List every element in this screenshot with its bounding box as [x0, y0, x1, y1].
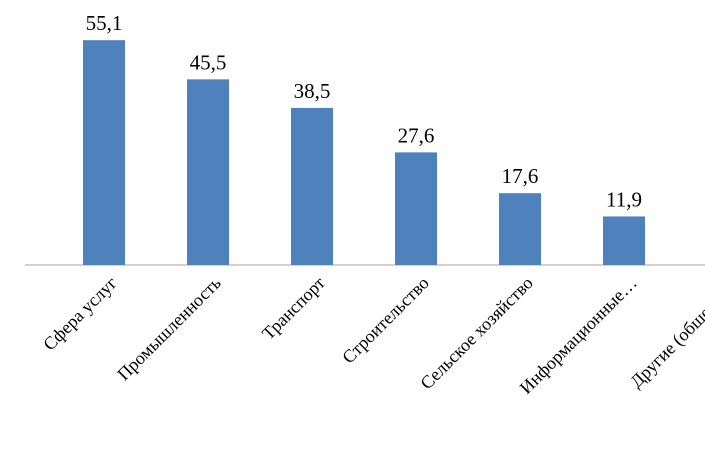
bar	[499, 193, 541, 265]
bar	[603, 216, 645, 265]
data-label: 11,9	[606, 187, 642, 211]
bar	[187, 79, 229, 265]
bar	[83, 40, 125, 265]
x-tick-label: Сфера услуг	[39, 273, 121, 355]
data-label: 38,5	[294, 79, 331, 103]
bar	[395, 152, 437, 265]
x-tick-label: Информационные…	[516, 273, 641, 398]
data-label: 17,6	[502, 164, 539, 188]
x-tick-label: Сельское хозяйство	[416, 273, 537, 394]
x-tick-label: Транспорт	[258, 273, 329, 344]
data-label: 55,1	[86, 11, 123, 35]
data-label: 27,6	[398, 123, 435, 147]
x-tick-label: Строительство	[338, 273, 433, 368]
x-tick-label: Промышленность	[113, 273, 225, 385]
data-label: 45,5	[190, 50, 227, 74]
bar	[291, 107, 333, 265]
x-tick-label: Другие (обществен	[626, 272, 705, 392]
